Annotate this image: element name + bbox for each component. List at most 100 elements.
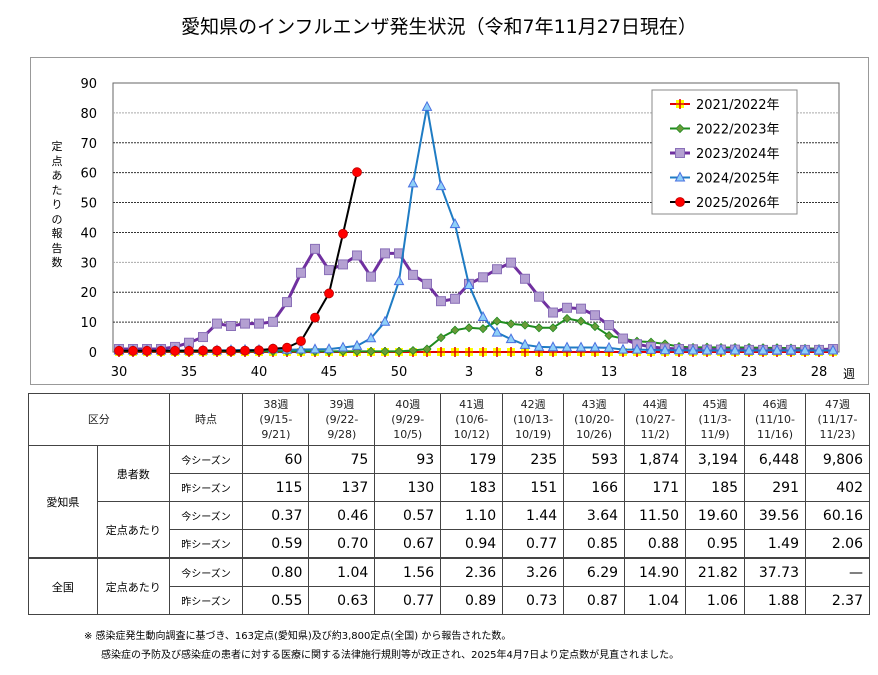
legend-marker — [675, 99, 685, 109]
data-point — [309, 343, 321, 354]
data-point — [673, 344, 685, 355]
legend-item: 2025/2026年 — [670, 196, 780, 211]
data-point — [520, 320, 530, 330]
week-range-start: (11/17- — [817, 413, 858, 426]
x-tick-label: 8 — [535, 365, 543, 380]
week-label: 42週 — [520, 398, 546, 411]
data-point — [268, 343, 278, 354]
table-cell: 11.50 — [624, 501, 687, 530]
table-cell: 166 — [563, 473, 626, 502]
page-title: 愛知県のインフルエンザ発生状況（令和7年11月27日現在） — [181, 16, 697, 38]
data-point — [254, 345, 264, 356]
data-point — [310, 312, 320, 323]
data-point — [617, 343, 629, 354]
data-point — [198, 332, 208, 343]
data-point — [505, 333, 517, 344]
data-point — [519, 338, 531, 349]
y-axis-label: 定点あたりの報告数 — [51, 140, 63, 269]
data-point — [436, 296, 446, 307]
data-point — [463, 278, 475, 290]
table-header-row: 区分 時点 38週 (9/15- 9/21) 39週 (9/22- 9/28) 40週 (9/29… — [28, 393, 871, 446]
week-range-end: 11/16) — [757, 428, 793, 441]
table-cell: — — [804, 557, 871, 587]
table-cell: 1.49 — [744, 529, 806, 559]
week-range-start: (9/15- — [259, 413, 293, 426]
x-tick-label: 50 — [391, 365, 408, 380]
week-label: 46週 — [762, 398, 788, 411]
data-point — [282, 342, 292, 353]
table-cell: 21.82 — [685, 557, 746, 587]
header-week: 38週 (9/15- 9/21) — [242, 393, 310, 446]
region-national: 全国 — [28, 557, 98, 615]
data-point — [506, 347, 516, 357]
data-point — [212, 318, 222, 329]
x-tick-label: 23 — [741, 365, 758, 380]
table-cell: 0.77 — [502, 529, 565, 559]
legend-marker — [675, 123, 685, 134]
table-row: 昨シーズン 0.59 0.70 0.67 0.94 0.77 0.85 0.88 0.95 1.4… — [29, 529, 871, 559]
table-cell: 3.26 — [502, 557, 565, 587]
data-point — [813, 344, 825, 355]
y-tick-label: 70 — [80, 137, 97, 152]
y-tick-label: 10 — [80, 316, 97, 331]
table-cell: 39.56 — [744, 501, 806, 530]
week-range-start: (9/29- — [391, 413, 425, 426]
data-point — [450, 347, 460, 357]
week-label: 43週 — [581, 398, 607, 411]
week-range-start: (11/10- — [755, 413, 795, 426]
table-cell: 0.94 — [440, 529, 504, 559]
data-point — [506, 319, 516, 329]
data-point — [323, 343, 335, 354]
data-point — [128, 345, 138, 356]
data-point — [687, 344, 699, 355]
table-cell: 60 — [242, 445, 310, 474]
table-cell: 0.46 — [308, 501, 376, 530]
week-range-end: 11/9) — [700, 428, 730, 441]
category-patients: 患者数 — [96, 445, 170, 502]
data-point — [562, 302, 572, 313]
data-point — [659, 344, 671, 355]
table-cell: 6.29 — [563, 557, 626, 587]
season-label: 昨シーズン — [168, 529, 244, 559]
table-cell: 2.36 — [440, 557, 504, 587]
week-label: 38週 — [263, 398, 289, 411]
data-point — [436, 333, 446, 343]
table-row: 昨シーズン 0.55 0.63 0.77 0.89 0.73 0.87 1.04 1.06 1.8… — [29, 586, 871, 615]
table-cell: 0.87 — [563, 586, 626, 615]
data-point — [254, 318, 264, 329]
stats-table: 区分 時点 38週 (9/15- 9/21) 39週 (9/22- 9/28) 40週 (9/29… — [28, 393, 871, 615]
data-point — [491, 326, 503, 337]
data-point — [422, 278, 432, 289]
data-point — [590, 322, 600, 332]
footnote-2: 感染症の予防及び感染症の患者に対する医療に関する法律施行規則等が改正され、202… — [101, 650, 680, 661]
data-point — [184, 345, 194, 356]
data-point — [771, 344, 783, 355]
data-point — [212, 345, 222, 356]
data-point — [324, 288, 334, 299]
x-tick-label: 35 — [181, 365, 198, 380]
data-point — [478, 324, 488, 334]
table-cell: 1.06 — [685, 586, 746, 615]
table-cell: 0.89 — [440, 586, 504, 615]
data-point — [366, 271, 376, 282]
data-point — [478, 272, 488, 283]
data-point — [352, 167, 362, 178]
x-tick-label: 28 — [811, 365, 828, 380]
data-point — [114, 345, 124, 356]
table-row: 全国 定点あたり 今シーズン 0.80 1.04 1.56 2.36 3.26 6.29 14.9… — [28, 557, 871, 615]
data-point — [631, 343, 643, 354]
table-row: 愛知県 患者数 今シーズン 60 75 93 179 235 593 1,874 3,194 6,44… — [28, 445, 871, 559]
legend-item: 2023/2024年 — [670, 147, 780, 162]
table-cell: 3.64 — [563, 501, 626, 530]
table-cell: 235 — [502, 445, 565, 474]
table-cell: 1.44 — [502, 501, 565, 530]
table-cell: 291 — [744, 473, 806, 502]
data-point — [408, 269, 418, 280]
legend-label: 2022/2023年 — [696, 123, 780, 138]
data-point — [492, 316, 502, 326]
week-label: 41週 — [459, 398, 485, 411]
table-cell: 0.80 — [242, 557, 310, 587]
data-point — [379, 315, 391, 326]
data-point — [589, 341, 601, 352]
data-point — [715, 344, 727, 355]
